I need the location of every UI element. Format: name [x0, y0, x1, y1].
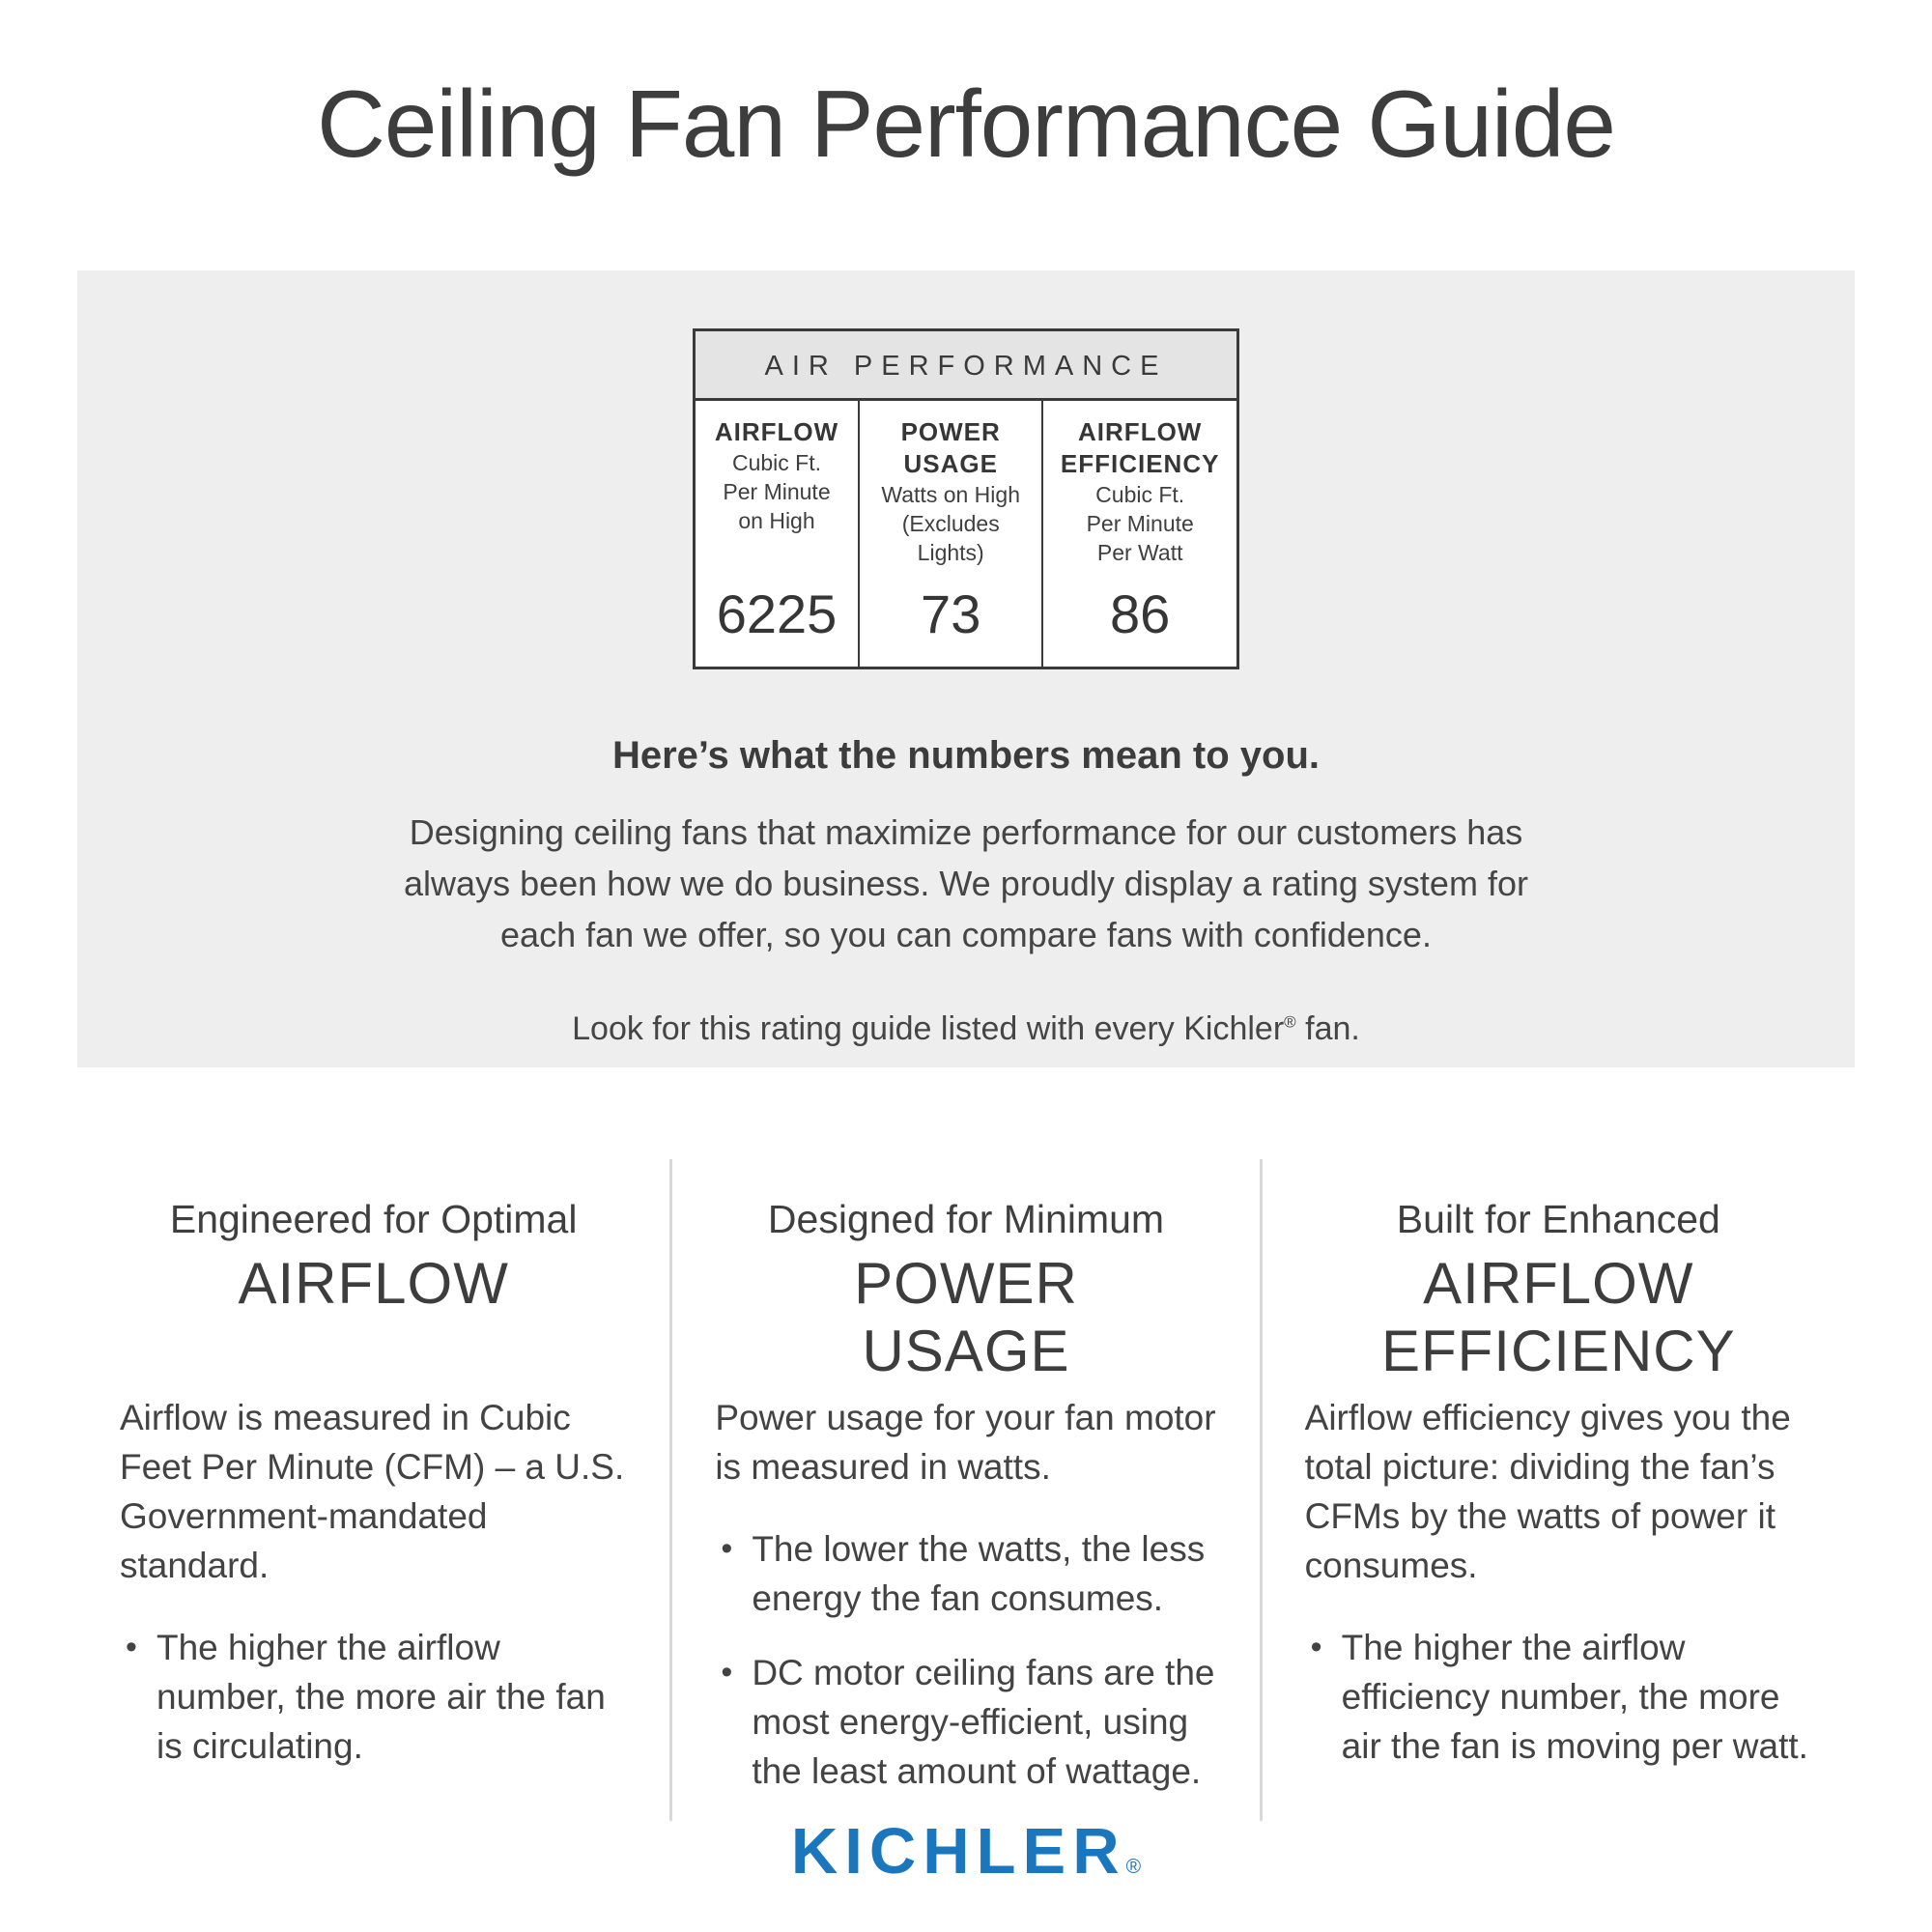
power-usage-column-title: POWER USAGE — [900, 417, 1001, 478]
column-airflow-efficiency-body: Airflow efficiency gives you the total p… — [1304, 1398, 1791, 1585]
page-title: Ceiling Fan Performance Guide — [317, 71, 1616, 177]
explanation-columns: Engineered for Optimal AIRFLOW Airflow i… — [77, 1159, 1855, 1821]
column-airflow-eyebrow: Engineered for Optimal — [169, 1197, 578, 1241]
kichler-logo: KICHLER® — [0, 1814, 1932, 1889]
column-power-usage-title: POWER USAGE — [854, 1251, 1078, 1383]
intro-paragraph-line: each fan we offer, so you can compare fa… — [500, 915, 1432, 954]
column-power-usage: Designed for Minimum POWER USAGE Power u… — [669, 1159, 1263, 1821]
registered-mark: ® — [1284, 1012, 1296, 1032]
air-performance-table: AIR PERFORMANCE AIRFLOW Cubic Ft. Per Mi… — [693, 328, 1239, 669]
rating-guide-note-suffix: fan. — [1295, 1010, 1360, 1047]
bullet-item: The lower the watts, the less energy the… — [715, 1524, 1216, 1623]
intro-paragraph: Designing ceiling fans that maximize per… — [77, 807, 1855, 960]
intro-paragraph-line: always been how we do business. We proud… — [404, 864, 1528, 903]
power-usage-subtitle-line: (Excludes — [901, 511, 1000, 536]
airflow-subtitle-line: Per Minute — [723, 479, 831, 504]
table-cell-airflow: AIRFLOW Cubic Ft. Per Minute on High 622… — [696, 401, 858, 667]
column-power-usage-eyebrow: Designed for Minimum — [767, 1197, 1165, 1241]
intro-heading: Here’s what the numbers mean to you. — [611, 734, 1320, 777]
column-airflow-body: Airflow is measured in Cubic Feet Per Mi… — [120, 1398, 625, 1585]
airflow-value: 6225 — [716, 583, 838, 644]
airflow-efficiency-value: 86 — [1110, 583, 1171, 644]
power-usage-value: 73 — [921, 583, 981, 644]
bullet-item: DC motor ceiling fans are the most energ… — [715, 1648, 1216, 1796]
column-power-usage-bullets: The lower the watts, the less energy the… — [715, 1524, 1216, 1796]
column-airflow-bullets: The higher the airflow number, the more … — [120, 1623, 627, 1771]
column-power-usage-body: Power usage for your fan motor is measur… — [715, 1398, 1216, 1487]
column-airflow: Engineered for Optimal AIRFLOW Airflow i… — [77, 1159, 669, 1821]
column-airflow-efficiency-title: AIRFLOW EFFICIENCY — [1380, 1251, 1736, 1383]
intro-paragraph-line: Designing ceiling fans that maximize per… — [409, 812, 1523, 852]
air-performance-table-header: AIR PERFORMANCE — [696, 331, 1236, 401]
table-cell-airflow-efficiency: AIRFLOW EFFICIENCY Cubic Ft. Per Minute … — [1041, 401, 1236, 667]
kichler-logo-text: KICHLER — [790, 1815, 1126, 1888]
performance-panel: AIR PERFORMANCE AIRFLOW Cubic Ft. Per Mi… — [77, 270, 1855, 1067]
column-airflow-title: AIRFLOW — [238, 1251, 509, 1316]
column-airflow-efficiency-header: Built for Enhanced AIRFLOW EFFICIENCY — [1305, 1159, 1812, 1383]
column-power-usage-header: Designed for Minimum POWER USAGE — [715, 1159, 1216, 1383]
rating-guide-note: Look for this rating guide listed with e… — [77, 1010, 1855, 1048]
power-usage-subtitle-line: Watts on High — [881, 482, 1020, 507]
power-usage-subtitle-line: Lights) — [917, 540, 984, 565]
column-airflow-efficiency-eyebrow: Built for Enhanced — [1396, 1197, 1720, 1241]
airflow-efficiency-subtitle-line: Per Watt — [1096, 540, 1183, 565]
column-airflow-efficiency: Built for Enhanced AIRFLOW EFFICIENCY Ai… — [1263, 1159, 1855, 1821]
airflow-column-title: AIRFLOW — [714, 417, 839, 446]
kichler-logo-registered-icon: ® — [1125, 1856, 1142, 1878]
bullet-item: The higher the airflow number, the more … — [120, 1623, 627, 1771]
column-airflow-efficiency-bullets: The higher the airflow efficiency number… — [1305, 1623, 1812, 1771]
table-cell-power-usage: POWER USAGE Watts on High (Excludes Ligh… — [858, 401, 1041, 667]
bullet-item: The higher the airflow efficiency number… — [1305, 1623, 1812, 1771]
column-airflow-header: Engineered for Optimal AIRFLOW — [120, 1159, 627, 1349]
airflow-subtitle-line: Cubic Ft. — [731, 450, 822, 475]
airflow-efficiency-column-title: AIRFLOW EFFICIENCY — [1060, 417, 1220, 478]
air-performance-table-body: AIRFLOW Cubic Ft. Per Minute on High 622… — [696, 401, 1236, 667]
rating-guide-note-text: Look for this rating guide listed with e… — [572, 1010, 1285, 1047]
airflow-subtitle-line: on High — [738, 508, 815, 533]
airflow-efficiency-subtitle-line: Cubic Ft. — [1095, 482, 1185, 507]
airflow-efficiency-subtitle-line: Per Minute — [1086, 511, 1194, 536]
